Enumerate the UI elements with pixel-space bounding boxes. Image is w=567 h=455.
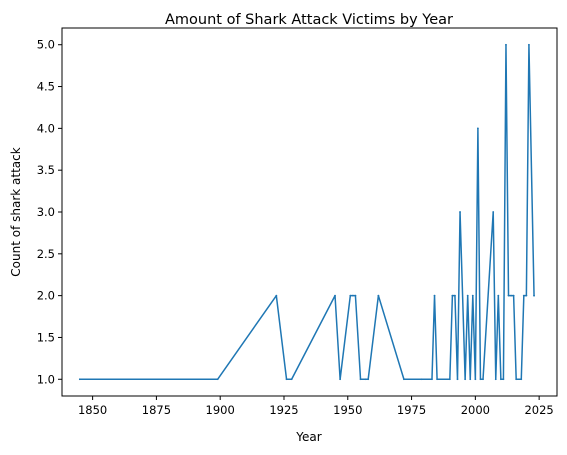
data-point	[275, 294, 278, 297]
data-point	[482, 378, 484, 381]
data-point	[471, 294, 474, 297]
data-point	[364, 378, 367, 381]
chart-title: Amount of Shark Attack Victims by Year	[165, 12, 453, 28]
data-point	[477, 127, 479, 130]
y-tick-label: 2.5	[37, 247, 55, 261]
data-point	[469, 378, 472, 381]
data-point	[512, 294, 515, 297]
data-point	[474, 378, 477, 381]
data-point	[510, 294, 512, 297]
x-tick-label: 1850	[78, 403, 107, 417]
data-point	[351, 294, 354, 297]
data-point	[515, 378, 518, 381]
y-tick-label: 3.0	[37, 205, 55, 219]
y-tick-label: 4.0	[37, 121, 55, 135]
y-tick-label: 1.0	[37, 372, 55, 386]
y-tick-label: 2.0	[37, 289, 55, 303]
data-point	[522, 294, 525, 297]
data-point	[339, 378, 342, 381]
y-tick-label: 5.0	[37, 38, 55, 52]
data-point	[492, 211, 495, 213]
data-point	[505, 43, 507, 46]
data-point	[433, 294, 436, 297]
data-point	[456, 378, 459, 381]
data-point	[464, 378, 467, 381]
x-tick-label: 1975	[397, 403, 426, 417]
data-point	[507, 294, 510, 297]
data-point	[349, 294, 352, 297]
data-point	[403, 378, 405, 381]
data-point	[466, 294, 469, 297]
data-point	[377, 294, 380, 297]
x-tick-label: 2000	[461, 403, 490, 417]
data-point	[502, 378, 505, 381]
y-tick-label: 4.5	[37, 80, 55, 94]
x-axis-label: Year	[295, 430, 321, 444]
y-tick-label: 3.5	[37, 163, 55, 177]
series-line	[79, 43, 535, 381]
data-point	[451, 294, 454, 297]
y-tick-label: 1.5	[37, 330, 55, 344]
data-point	[420, 378, 423, 381]
data-point	[354, 294, 357, 297]
x-tick-label: 1925	[269, 403, 298, 417]
x-tick-label: 2025	[524, 403, 553, 417]
data-point	[290, 378, 293, 381]
data-point	[528, 43, 530, 46]
data-point	[448, 378, 451, 381]
data-point	[367, 378, 370, 381]
data-point	[436, 378, 438, 381]
data-point	[78, 378, 81, 381]
data-point	[459, 211, 461, 213]
data-point	[479, 378, 482, 381]
data-point	[497, 294, 500, 297]
data-point	[359, 378, 362, 381]
series-layer	[78, 43, 535, 381]
data-point	[525, 294, 528, 297]
x-tick-label: 1900	[206, 403, 235, 417]
data-point	[454, 294, 456, 297]
plot-frame	[61, 27, 558, 397]
data-point	[494, 378, 497, 381]
x-tick-label: 1950	[333, 403, 362, 417]
data-point	[334, 294, 336, 297]
x-axis-ticks: 1850 1875 1900 1925 1950 1975 2000 2025	[78, 396, 554, 417]
y-axis-label: Count of shark attack	[9, 147, 23, 276]
data-point	[431, 378, 433, 381]
data-point	[499, 378, 502, 381]
x-tick-label: 1875	[142, 403, 171, 417]
data-point	[533, 294, 535, 297]
data-point	[216, 378, 219, 381]
data-point	[285, 378, 288, 381]
y-axis-ticks: 1.0 1.5 2.0 2.5 3.0 3.5 4.0 4.5 5.0	[37, 38, 62, 386]
data-point	[520, 378, 523, 381]
